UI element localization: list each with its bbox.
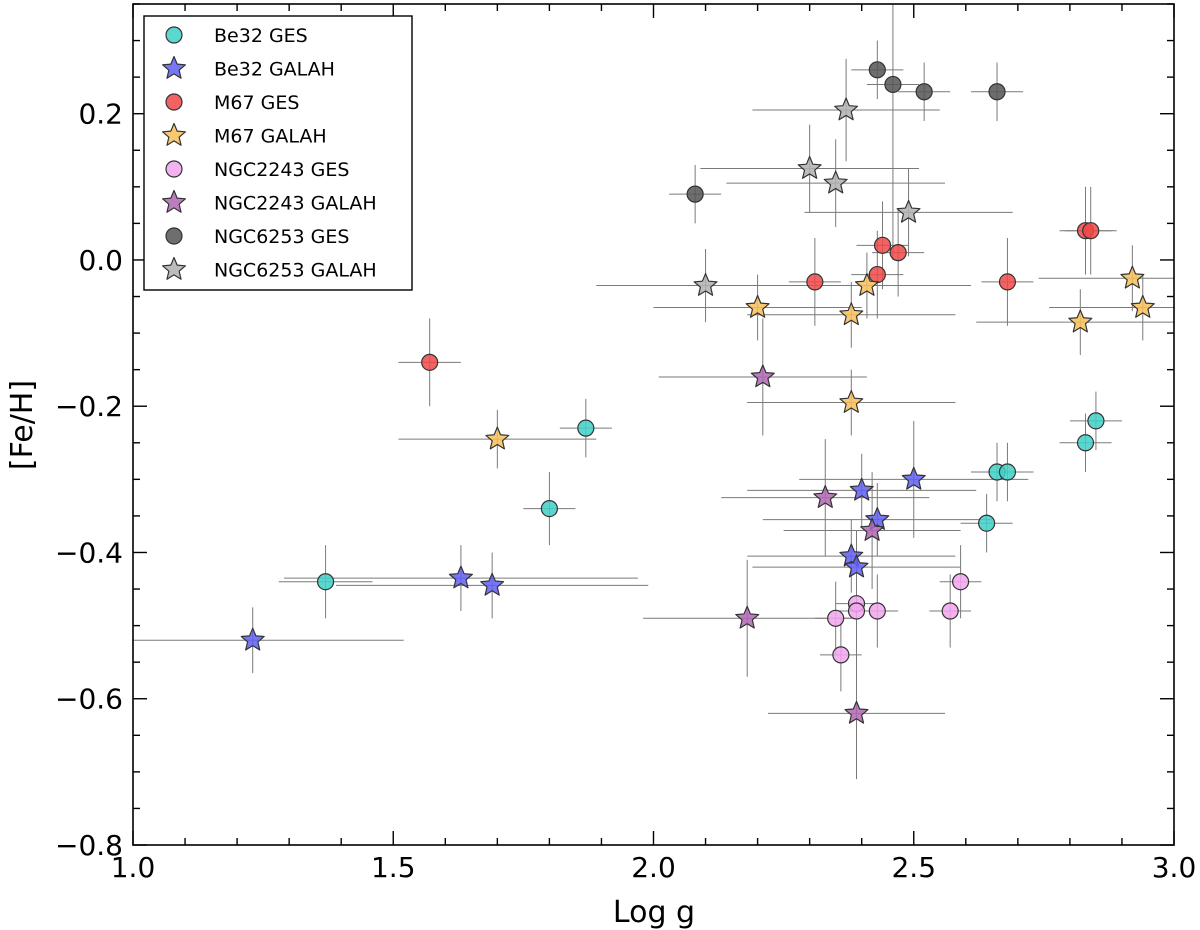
- legend-marker: [165, 160, 183, 178]
- ngc2243-galah-point-4: [860, 517, 885, 541]
- legend-label: NGC6253 GES: [214, 226, 349, 248]
- ngc6253-ges-point-1: [868, 61, 886, 79]
- m67-galah-point-1: [745, 294, 770, 318]
- be32-galah-point-5: [849, 477, 874, 501]
- legend-label: NGC2243 GES: [214, 159, 349, 181]
- be32-ges-point-7: [1087, 412, 1105, 430]
- x-tick-label: 1.5: [371, 851, 416, 884]
- ngc6253-galah-point-0: [693, 272, 718, 296]
- legend-label: M67 GALAH: [214, 126, 327, 148]
- y-tick-label: −0.6: [55, 683, 123, 716]
- legend-marker: [161, 189, 187, 213]
- legend-marker: [161, 256, 187, 280]
- legend-label: M67 GES: [214, 92, 299, 114]
- y-tick-label: −0.8: [55, 829, 123, 862]
- data-markers: [240, 61, 1155, 724]
- ngc6253-ges-point-3: [915, 83, 933, 101]
- m67-ges-point-0: [421, 353, 439, 371]
- y-tick-label: −0.4: [55, 536, 123, 569]
- x-tick-label: 1.0: [111, 851, 156, 884]
- ngc6253-galah-point-1: [797, 155, 822, 179]
- be32-ges-point-5: [998, 463, 1017, 481]
- legend-marker: [161, 122, 187, 146]
- be32-ges-point-6: [1076, 434, 1095, 452]
- ngc2243-ges-point-5: [941, 602, 959, 620]
- legend-box: [143, 15, 413, 291]
- ngc6253-galah-point-2: [823, 170, 848, 194]
- legend-label: NGC6253 GALAH: [214, 260, 377, 282]
- be32-galah-point-1: [448, 565, 473, 589]
- m67-galah-point-0: [485, 426, 510, 450]
- x-tick-label: 2.5: [891, 851, 936, 884]
- m67-galah-point-3: [839, 389, 864, 413]
- m67-ges-point-3: [873, 236, 892, 254]
- legend-label: NGC2243 GALAH: [214, 193, 377, 215]
- be32-ges-point-1: [540, 500, 559, 518]
- m67-galah-point-7: [1130, 294, 1155, 318]
- be32-ges-point-3: [978, 514, 996, 532]
- x-tick-label: 2.0: [631, 851, 676, 884]
- ngc6253-ges-point-0: [686, 185, 704, 203]
- y-tick-label: 0.0: [78, 244, 123, 277]
- legend: Be32 GES Be32 GALAH M67 GES M67 GALAH NGC224…: [143, 15, 413, 291]
- legend-label: Be32 GALAH: [214, 59, 335, 81]
- ngc2243-ges-point-1: [832, 646, 850, 664]
- ngc2243-ges-point-6: [951, 573, 970, 591]
- y-axis-label: [Fe/H]: [5, 380, 40, 470]
- legend-marker: [165, 227, 183, 245]
- ngc2243-ges-point-0: [827, 609, 845, 627]
- ngc2243-ges-point-3: [847, 602, 866, 620]
- m67-galah-point-6: [1120, 265, 1145, 289]
- be32-galah-point-7: [901, 466, 926, 490]
- y-tick-label: −0.2: [55, 390, 123, 423]
- m67-ges-point-4: [889, 244, 907, 262]
- be32-ges-point-0: [316, 573, 335, 591]
- be32-galah-point-2: [480, 572, 505, 596]
- ngc6253-galah-point-4: [896, 199, 921, 223]
- ngc2243-ges-point-4: [868, 602, 886, 620]
- ngc2243-galah-point-0: [735, 605, 760, 629]
- legend-marker: [165, 93, 183, 111]
- m67-ges-point-5: [998, 273, 1017, 291]
- legend-marker: [165, 26, 183, 44]
- m67-ges-point-7: [1082, 222, 1100, 240]
- be32-galah-point-0: [240, 627, 265, 651]
- legend-label: Be32 GES: [214, 25, 308, 47]
- ngc2243-galah-point-2: [813, 485, 838, 508]
- be32-galah-point-4: [844, 554, 869, 578]
- ngc2243-galah-point-3: [844, 700, 869, 724]
- m67-galah-point-5: [1068, 309, 1093, 333]
- x-tick-label: 3.0: [1152, 851, 1197, 884]
- be32-ges-point-2: [577, 419, 595, 437]
- m67-galah-point-2: [839, 302, 864, 326]
- y-tick-label: 0.2: [78, 98, 123, 131]
- ngc6253-ges-point-2: [884, 75, 902, 94]
- axes: 1.0 1.5 2.0 2.5 3.0 −0.8 −0.6 −0.4 −0.2 0.0 0.2: [55, 3, 1197, 884]
- x-axis-label: Log g: [613, 895, 695, 930]
- ngc2243-galah-point-1: [750, 364, 775, 388]
- m67-galah-point-4: [854, 272, 879, 296]
- ngc6253-galah-point-3: [834, 97, 859, 121]
- m67-ges-point-1: [806, 273, 824, 291]
- ngc6253-ges-point-4: [988, 83, 1006, 101]
- m67-ges-point-2: [868, 265, 886, 284]
- legend-marker: [161, 55, 187, 79]
